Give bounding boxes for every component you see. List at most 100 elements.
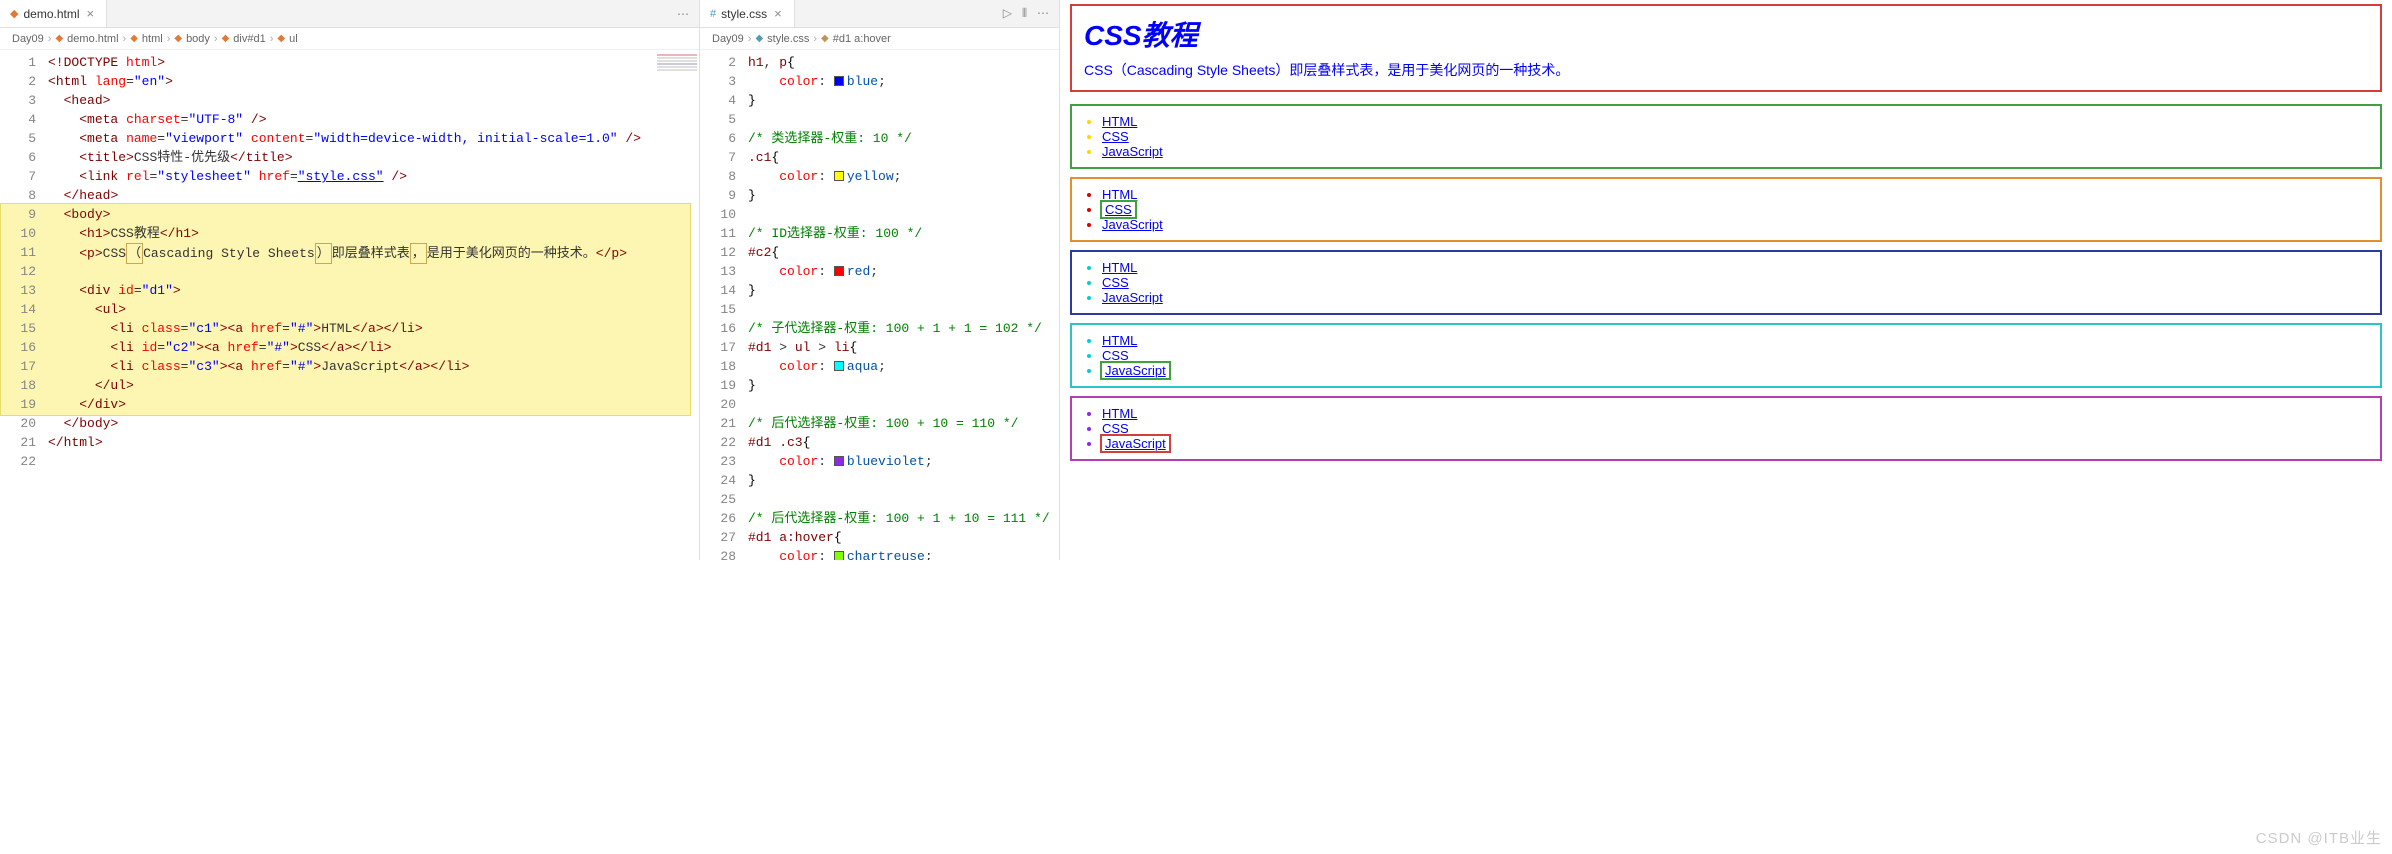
preview-link[interactable]: JavaScript xyxy=(1102,436,1169,451)
code-line[interactable]: <meta name="viewport" content="width=dev… xyxy=(48,129,699,148)
preview-link[interactable]: HTML xyxy=(1102,406,1137,421)
code-line[interactable]: </html> xyxy=(48,433,699,452)
code-line[interactable]: <h1>CSS教程</h1> xyxy=(48,224,699,243)
code-line[interactable]: <ul> xyxy=(48,300,699,319)
close-icon[interactable]: × xyxy=(85,6,97,21)
list-item: CSS xyxy=(1102,202,2370,217)
code-line[interactable]: /* 类选择器-权重: 10 */ xyxy=(748,129,1059,148)
editor-html[interactable]: 12345678910111213141516171819202122 <!DO… xyxy=(0,50,699,560)
preview-link[interactable]: JavaScript xyxy=(1102,290,1163,305)
code-line[interactable]: color: chartreuse; xyxy=(748,547,1059,560)
preview-link[interactable]: CSS xyxy=(1102,421,1129,436)
breadcrumb-item[interactable]: div#d1 xyxy=(233,33,265,45)
code-line[interactable]: <link rel="stylesheet" href="style.css" … xyxy=(48,167,699,186)
preview-box: HTMLCSSJavaScript xyxy=(1070,323,2382,388)
code-line[interactable]: </ul> xyxy=(48,376,699,395)
list-item: CSS xyxy=(1102,421,2370,436)
preview-box: HTMLCSSJavaScript xyxy=(1070,250,2382,315)
code-line[interactable]: </div> xyxy=(48,395,699,414)
code-line[interactable]: <body> xyxy=(48,205,699,224)
breadcrumb-item[interactable]: html xyxy=(142,33,163,45)
gutter: 2345678910111213141516171819202122232425… xyxy=(700,50,748,560)
code-line[interactable]: <p>CSS（Cascading Style Sheets）即层叠样式表，是用于… xyxy=(48,243,699,262)
breadcrumb-item[interactable]: style.css xyxy=(767,33,809,45)
breadcrumb-item[interactable]: body xyxy=(186,33,210,45)
list-item: JavaScript xyxy=(1102,290,2370,305)
preview-link[interactable]: HTML xyxy=(1102,114,1137,129)
preview-link[interactable]: HTML xyxy=(1102,260,1137,275)
code-line[interactable]: /* ID选择器-权重: 100 */ xyxy=(748,224,1059,243)
code-line[interactable] xyxy=(48,262,699,281)
preview-link[interactable]: HTML xyxy=(1102,187,1137,202)
code-line[interactable]: /* 后代选择器-权重: 100 + 1 + 10 = 111 */ xyxy=(748,509,1059,528)
tab-demo-html[interactable]: ◆ demo.html × xyxy=(0,0,107,27)
code-line[interactable]: </head> xyxy=(48,186,699,205)
code-line[interactable]: } xyxy=(748,186,1059,205)
code-line[interactable]: } xyxy=(748,281,1059,300)
code[interactable]: <!DOCTYPE html><html lang="en"> <head> <… xyxy=(48,50,699,560)
code-line[interactable]: #d1 .c3{ xyxy=(748,433,1059,452)
breadcrumb: Day09›◆style.css›◆#d1 a:hover xyxy=(700,28,1059,50)
more-icon[interactable]: ⋯ xyxy=(677,7,689,21)
code-line[interactable]: color: blue; xyxy=(748,72,1059,91)
code-line[interactable] xyxy=(748,490,1059,509)
code-line[interactable]: <li class="c1"><a href="#">HTML</a></li> xyxy=(48,319,699,338)
preview-link[interactable]: CSS xyxy=(1102,348,1129,363)
action-icon[interactable]: ⫴ xyxy=(1022,6,1027,21)
close-icon[interactable]: × xyxy=(772,6,784,21)
code-line[interactable]: } xyxy=(748,471,1059,490)
code-line[interactable]: color: red; xyxy=(748,262,1059,281)
code-line[interactable] xyxy=(48,452,699,471)
code-line[interactable]: <html lang="en"> xyxy=(48,72,699,91)
code-line[interactable] xyxy=(748,395,1059,414)
preview-link[interactable]: JavaScript xyxy=(1102,217,1163,232)
code-line[interactable]: <head> xyxy=(48,91,699,110)
code-line[interactable]: <!DOCTYPE html> xyxy=(48,53,699,72)
breadcrumb-item[interactable]: #d1 a:hover xyxy=(833,33,891,45)
pane-html: ◆ demo.html × ⋯ Day09›◆demo.html›◆html›◆… xyxy=(0,0,700,560)
breadcrumb-item[interactable]: ul xyxy=(289,33,298,45)
list-item: CSS xyxy=(1102,129,2370,144)
workspace: ◆ demo.html × ⋯ Day09›◆demo.html›◆html›◆… xyxy=(0,0,2392,560)
code-line[interactable]: </body> xyxy=(48,414,699,433)
action-icon[interactable]: ⋯ xyxy=(1037,6,1049,21)
code-line[interactable]: h1, p{ xyxy=(748,53,1059,72)
code-line[interactable]: <title>CSS特性-优先级</title> xyxy=(48,148,699,167)
breadcrumb-item[interactable]: demo.html xyxy=(67,33,118,45)
code-line[interactable]: #d1 > ul > li{ xyxy=(748,338,1059,357)
code-line[interactable]: } xyxy=(748,376,1059,395)
code-line[interactable]: .c1{ xyxy=(748,148,1059,167)
code-line[interactable]: /* 后代选择器-权重: 100 + 10 = 110 */ xyxy=(748,414,1059,433)
preview-link[interactable]: HTML xyxy=(1102,333,1137,348)
breadcrumb: Day09›◆demo.html›◆html›◆body›◆div#d1›◆ul xyxy=(0,28,699,50)
code-line[interactable]: /* 子代选择器-权重: 100 + 1 + 1 = 102 */ xyxy=(748,319,1059,338)
code-line[interactable]: color: aqua; xyxy=(748,357,1059,376)
action-icon[interactable]: ▷ xyxy=(1003,6,1012,21)
breadcrumb-item[interactable]: Day09 xyxy=(12,33,44,45)
code-line[interactable] xyxy=(748,205,1059,224)
editor-css[interactable]: 2345678910111213141516171819202122232425… xyxy=(700,50,1059,560)
gutter: 12345678910111213141516171819202122 xyxy=(0,50,48,560)
code-line[interactable] xyxy=(748,300,1059,319)
code-line[interactable]: #d1 a:hover{ xyxy=(748,528,1059,547)
code-line[interactable]: <li class="c3"><a href="#">JavaScript</a… xyxy=(48,357,699,376)
breadcrumb-item[interactable]: Day09 xyxy=(712,33,744,45)
code-line[interactable]: } xyxy=(748,91,1059,110)
preview-link[interactable]: CSS xyxy=(1102,202,1135,217)
code[interactable]: h1, p{ color: blue;} /* 类选择器-权重: 10 */.c1… xyxy=(748,50,1059,560)
code-line[interactable] xyxy=(748,110,1059,129)
list-item: JavaScript xyxy=(1102,217,2370,232)
list-item: HTML xyxy=(1102,406,2370,421)
preview-link[interactable]: JavaScript xyxy=(1102,144,1163,159)
code-line[interactable]: color: blueviolet; xyxy=(748,452,1059,471)
code-line[interactable]: #c2{ xyxy=(748,243,1059,262)
preview-link[interactable]: JavaScript xyxy=(1102,363,1169,378)
preview-link[interactable]: CSS xyxy=(1102,275,1129,290)
code-line[interactable]: color: yellow; xyxy=(748,167,1059,186)
code-line[interactable]: <div id="d1"> xyxy=(48,281,699,300)
code-line[interactable]: <meta charset="UTF-8" /> xyxy=(48,110,699,129)
tab-style-css[interactable]: # style.css × xyxy=(700,0,795,27)
code-line[interactable]: <li id="c2"><a href="#">CSS</a></li> xyxy=(48,338,699,357)
preview-link[interactable]: CSS xyxy=(1102,129,1129,144)
preview-body: HTMLCSSJavaScriptHTMLCSSJavaScriptHTMLCS… xyxy=(1060,100,2392,469)
